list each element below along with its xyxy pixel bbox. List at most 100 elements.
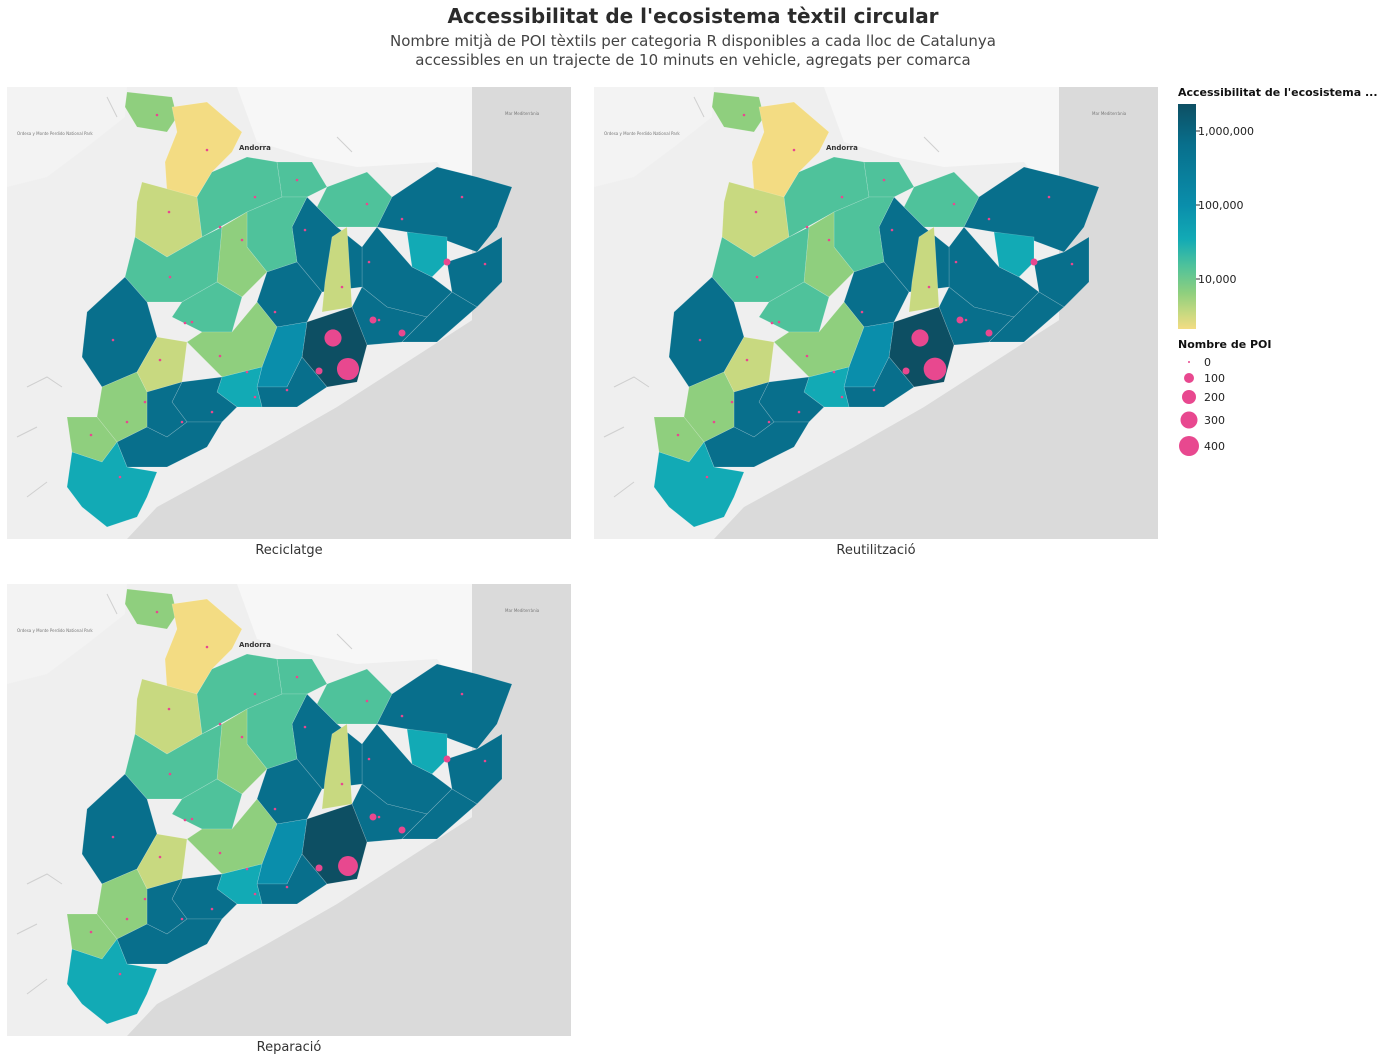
size-legend-title: Nombre de POI: [1178, 338, 1272, 351]
poi-marker: [218, 722, 222, 726]
size-marker-300: [1180, 411, 1198, 429]
comarca-region: [993, 231, 1035, 278]
poi-marker: [483, 262, 487, 266]
poi-marker: [1070, 262, 1074, 266]
basemap-sea: [714, 277, 1158, 539]
basemap-sea: [127, 277, 571, 539]
basemap-france: [237, 87, 472, 207]
color-ramp: [1178, 104, 1200, 329]
poi-marker: [210, 907, 214, 911]
label-andorra: Andorra: [826, 144, 858, 152]
poi-marker: [303, 228, 307, 232]
comarca-region: [406, 231, 448, 278]
map-panel-reciclatge: Andorra Ordesa y Monte Perdido National P…: [7, 87, 571, 539]
poi-marker: [218, 851, 222, 855]
label-park: Ordesa y Monte Perdido National Park: [604, 131, 680, 136]
poi-marker: [295, 178, 299, 182]
poi-marker: [245, 867, 249, 871]
size-label-400: 400: [1204, 440, 1225, 453]
poi-marker: [882, 178, 886, 182]
label-sea: Mar Mediterrània: [505, 608, 540, 613]
poi-marker: [745, 358, 749, 362]
poi-marker-large: [911, 329, 929, 347]
basemap-france: [824, 87, 1059, 207]
comarca-region: [321, 226, 353, 313]
poi-marker: [340, 782, 344, 786]
poi-marker: [377, 815, 381, 819]
poi-marker: [770, 321, 774, 325]
poi-marker: [303, 725, 307, 729]
poi-marker: [89, 433, 93, 437]
poi-marker: [369, 813, 377, 821]
poi-marker: [398, 826, 406, 834]
comarca-region: [124, 91, 178, 133]
poi-marker: [253, 395, 257, 399]
size-label-300: 300: [1204, 414, 1225, 427]
poi-marker: [168, 275, 172, 279]
poi-marker: [143, 400, 147, 404]
map-svg: Andorra Ordesa y Monte Perdido National P…: [7, 87, 571, 539]
poi-marker: [218, 354, 222, 358]
poi-marker: [840, 195, 844, 199]
poi-marker: [832, 370, 836, 374]
poi-marker: [111, 835, 115, 839]
poi-marker: [273, 310, 277, 314]
poi-marker: [777, 320, 781, 324]
poi-marker: [460, 195, 464, 199]
legend: Accessibilitat de l'ecosistema ... 1,000…: [1178, 86, 1386, 456]
poi-marker: [754, 210, 758, 214]
poi-marker: [367, 260, 371, 264]
poi-marker: [698, 338, 702, 342]
poi-marker: [183, 321, 187, 325]
poi-marker: [167, 210, 171, 214]
panel-label-reciclatge: Reciclatge: [255, 543, 323, 558]
poi-marker: [460, 692, 464, 696]
poi-marker: [118, 972, 122, 976]
basemap-sea: [127, 774, 571, 1036]
poi-marker: [158, 358, 162, 362]
poi-marker: [245, 370, 249, 374]
comarca-region: [908, 226, 940, 313]
poi-marker: [805, 225, 809, 229]
subtitle-line-2: accessibles en un trajecte de 10 minuts …: [415, 51, 971, 69]
label-andorra: Andorra: [239, 144, 271, 152]
basemap-borders: [16, 593, 353, 995]
poi-marker: [730, 400, 734, 404]
poi-marker: [676, 433, 680, 437]
size-label-0: 0: [1204, 356, 1211, 369]
poi-marker: [143, 897, 147, 901]
poi-marker: [218, 225, 222, 229]
label-park: Ordesa y Monte Perdido National Park: [17, 131, 93, 136]
poi-marker: [285, 885, 289, 889]
comarca-region: [66, 441, 158, 528]
poi-marker: [240, 735, 244, 739]
poi-marker: [205, 645, 209, 649]
poi-marker: [952, 202, 956, 206]
poi-marker: [902, 367, 910, 375]
poi-marker: [158, 855, 162, 859]
poi-marker: [712, 420, 716, 424]
size-marker-400: [1179, 436, 1199, 456]
poi-marker: [295, 675, 299, 679]
poi-marker-barcelona: [338, 856, 358, 876]
comarca-region: [66, 938, 158, 1025]
poi-marker: [285, 388, 289, 392]
comarca-region: [401, 291, 478, 343]
poi-marker: [805, 354, 809, 358]
poi-marker: [1047, 195, 1051, 199]
poi-marker: [872, 388, 876, 392]
color-legend-title: Accessibilitat de l'ecosistema ...: [1178, 86, 1378, 99]
poi-marker: [767, 420, 771, 424]
poi-marker: [987, 217, 991, 221]
poi-marker: [190, 817, 194, 821]
poi-marker: [369, 316, 377, 324]
poi-marker: [860, 310, 864, 314]
size-label-100: 100: [1204, 372, 1225, 385]
poi-marker: [190, 320, 194, 324]
comarca-region: [653, 441, 745, 528]
subtitle-line-1: Nombre mitjà de POI tèxtils per categori…: [390, 32, 996, 50]
poi-marker: [742, 113, 746, 117]
poi-marker: [797, 410, 801, 414]
poi-marker-large: [324, 329, 342, 347]
label-sea: Mar Mediterrània: [505, 111, 540, 116]
